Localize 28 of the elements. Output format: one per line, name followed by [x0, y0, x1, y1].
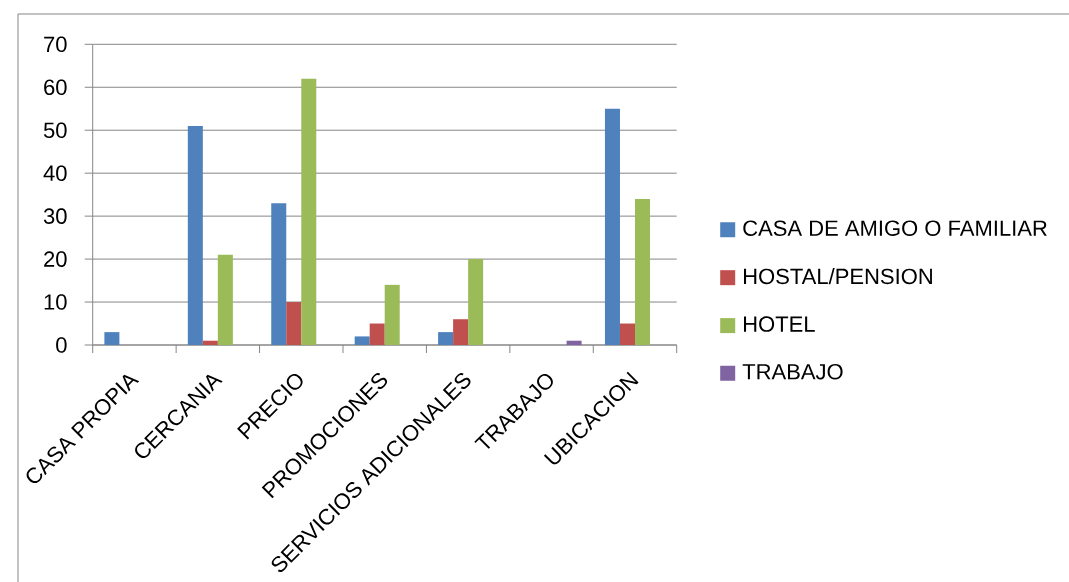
bar [634, 198, 650, 345]
y-tick-label: 0 [56, 337, 67, 353]
legend-label: CASA DE AMIGO O FAMILIAR [743, 220, 1047, 236]
bar [187, 125, 203, 345]
legend-label: HOTEL [744, 316, 815, 332]
y-tick-label: 40 [43, 165, 67, 181]
y-tick-label: 70 [44, 36, 67, 53]
bar [566, 340, 582, 345]
y-tick-label: 20 [44, 251, 67, 267]
bar [217, 254, 233, 345]
bar [384, 284, 400, 345]
bar [271, 203, 287, 345]
y-tick-label: 50 [43, 122, 67, 139]
bar [604, 108, 620, 345]
bar [453, 319, 469, 345]
legend-label: HOSTAL/PENSION [744, 268, 932, 285]
bar [354, 336, 370, 345]
bar [104, 332, 120, 345]
bar [301, 78, 317, 345]
bar [619, 323, 635, 345]
bar [468, 259, 484, 345]
bar [438, 332, 454, 345]
y-tick-label: 60 [44, 79, 67, 96]
bar [286, 302, 302, 345]
bar [202, 340, 218, 345]
y-tick-label: 10 [44, 294, 67, 310]
y-tick-label: 30 [43, 208, 67, 224]
bar [369, 323, 385, 345]
